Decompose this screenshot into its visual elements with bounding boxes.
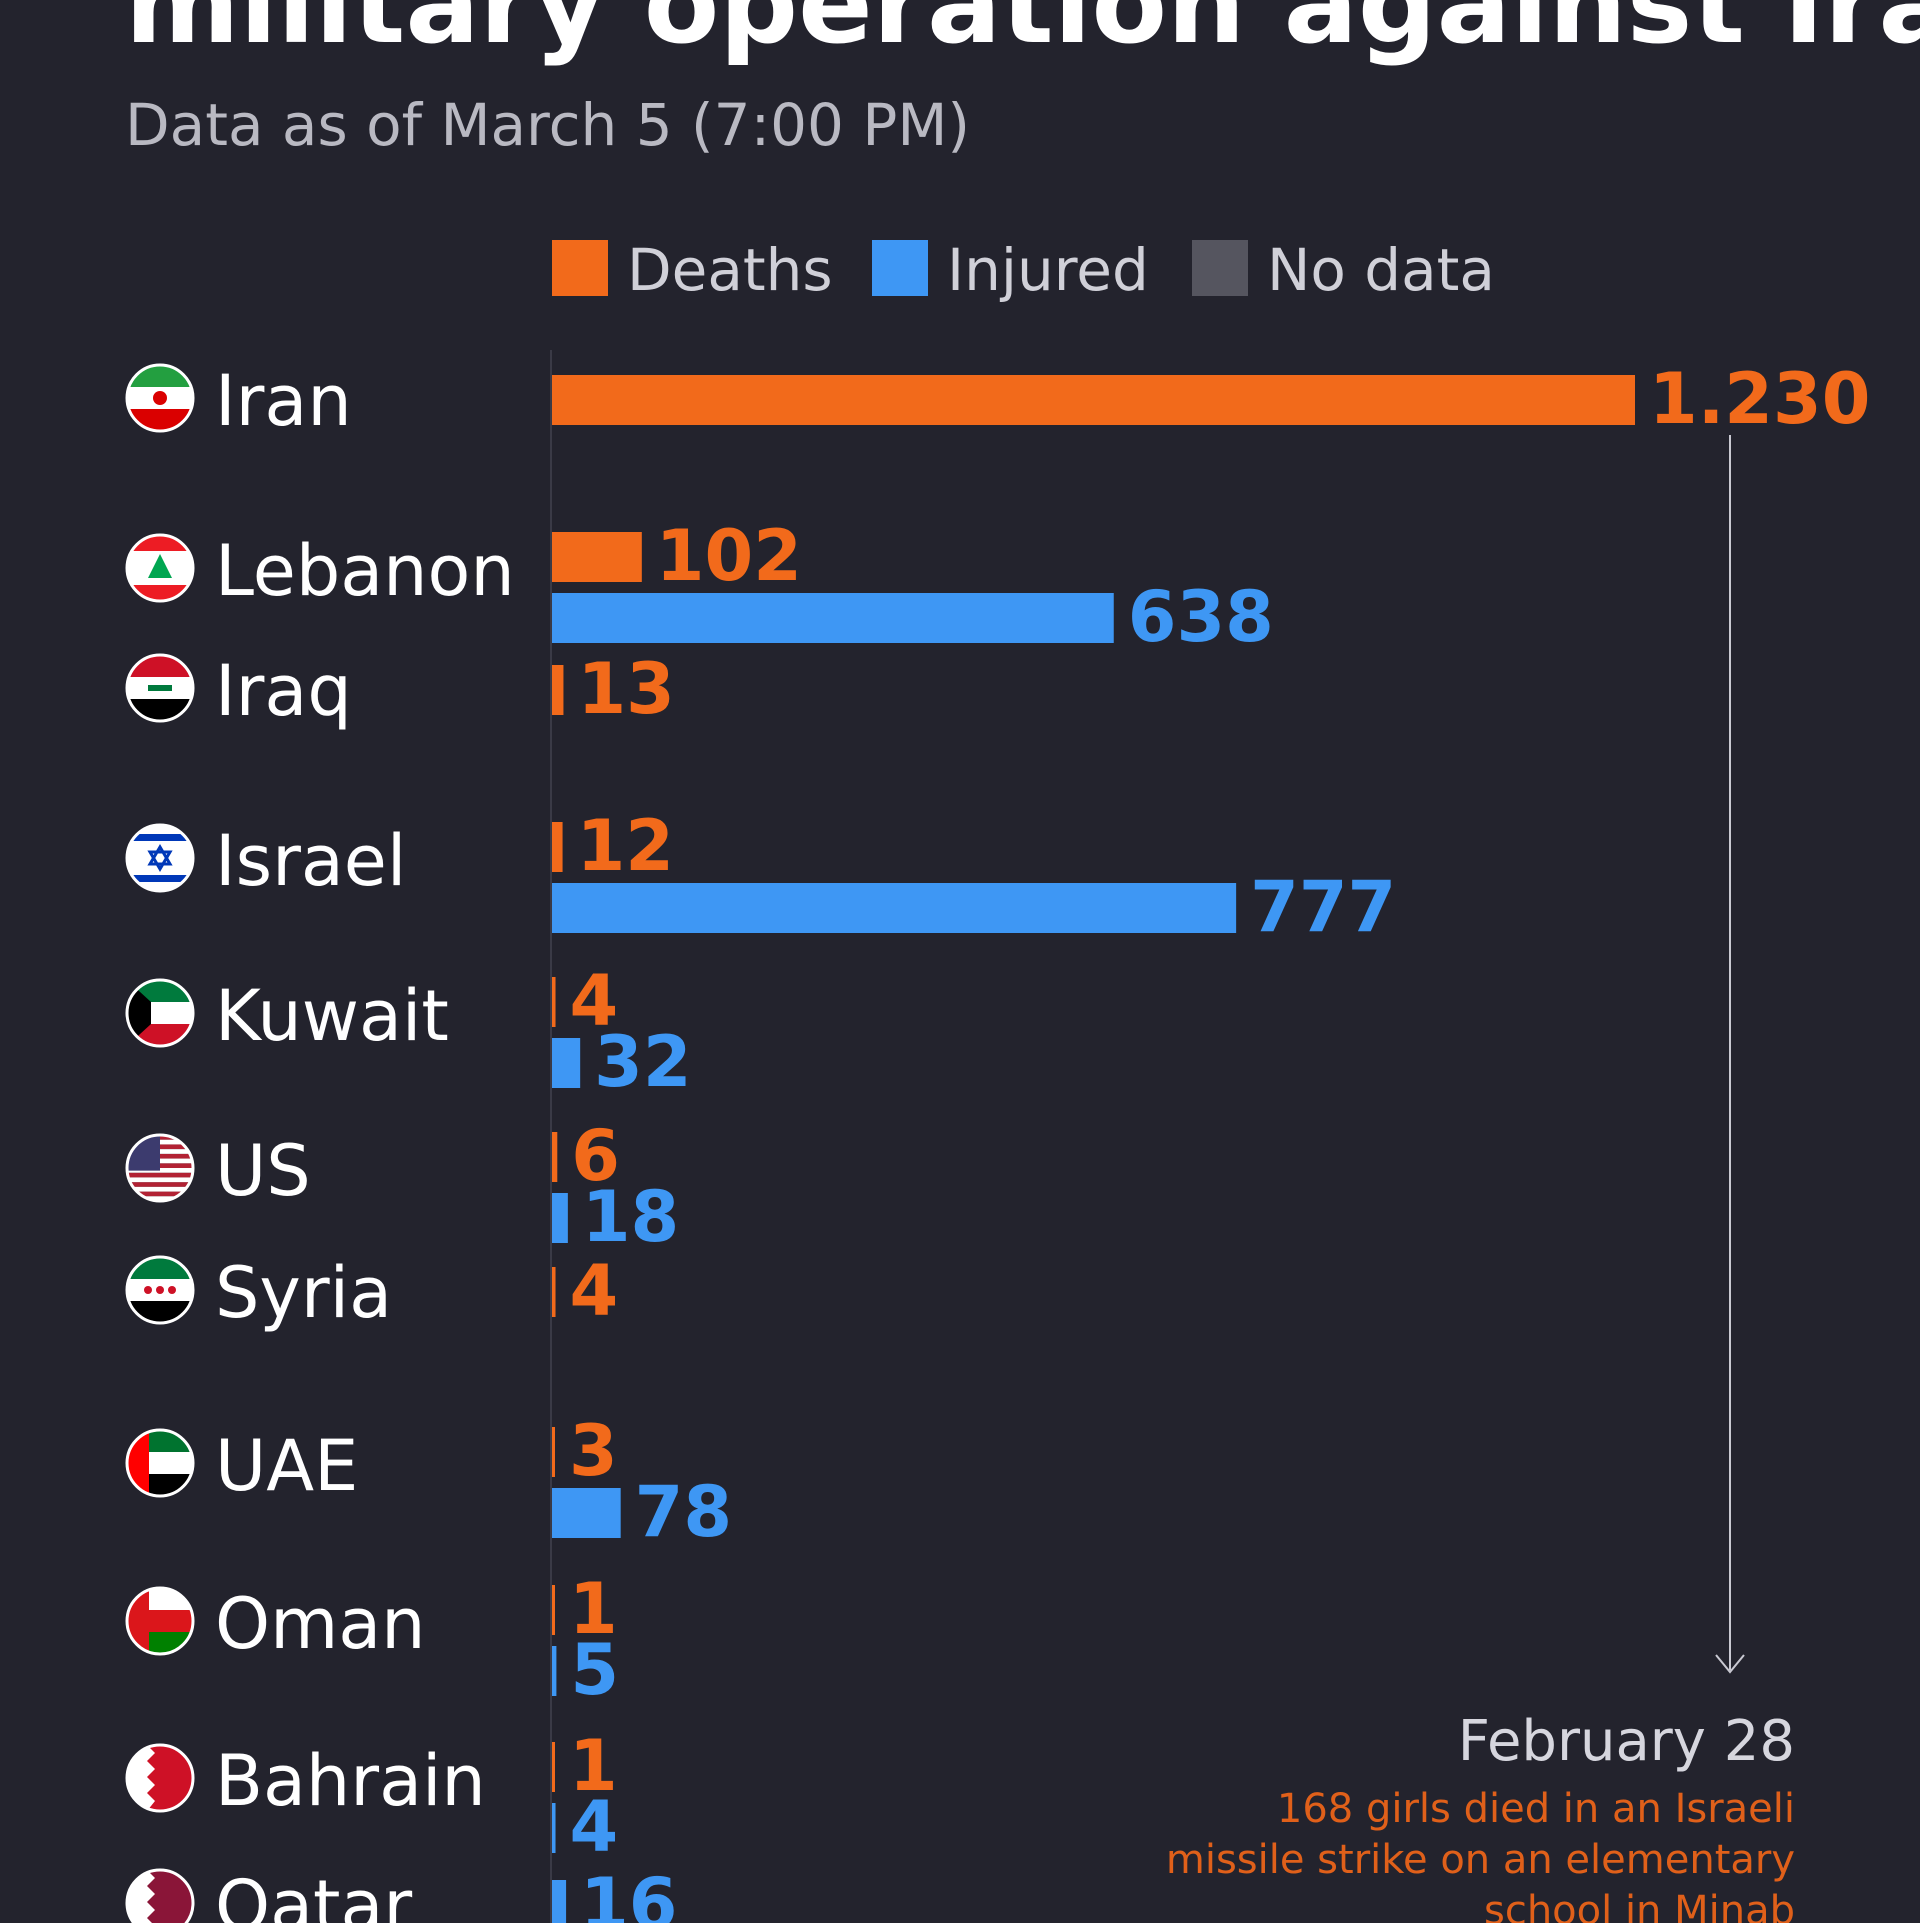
oman-flag-icon bbox=[125, 1586, 195, 1656]
country-label: Oman bbox=[215, 1583, 426, 1665]
iran-flag-icon bbox=[125, 363, 195, 433]
injured-value-label: 4 bbox=[570, 1786, 619, 1868]
country-label: Kuwait bbox=[215, 975, 449, 1057]
country-label: Iran bbox=[215, 360, 352, 442]
injured-value-label: 777 bbox=[1250, 866, 1396, 948]
injured-bar bbox=[552, 1803, 556, 1853]
country-label: Israel bbox=[215, 820, 406, 902]
annotation: February 28 168 girls died in an Israeli… bbox=[1166, 435, 1795, 1923]
row-iran: Iran 1.230 bbox=[125, 358, 1870, 442]
syria-flag-icon bbox=[125, 1255, 195, 1325]
deaths-bar bbox=[552, 1267, 556, 1317]
annotation-line-2: missile strike on an elementary bbox=[1166, 1837, 1795, 1883]
deaths-value-label: 13 bbox=[577, 648, 674, 730]
country-label: UAE bbox=[215, 1425, 358, 1507]
injured-value-label: 78 bbox=[635, 1471, 732, 1553]
deaths-value-label: 1 bbox=[569, 1568, 618, 1650]
row-israel: Israel 12 777 bbox=[125, 805, 1396, 948]
legend-deaths-label: Deaths bbox=[627, 236, 833, 304]
legend-injured-label: Injured bbox=[947, 236, 1149, 304]
deaths-bar bbox=[552, 1742, 555, 1792]
us-flag-icon bbox=[125, 1133, 195, 1203]
injured-value-label: 18 bbox=[582, 1176, 679, 1258]
deaths-value-label: 102 bbox=[656, 515, 802, 597]
kuwait-flag-icon bbox=[125, 978, 195, 1048]
iraq-flag-icon bbox=[125, 653, 195, 723]
legend: Deaths Injured No data bbox=[552, 236, 1495, 304]
deaths-value-label: 12 bbox=[577, 805, 674, 887]
row-us: US 618 bbox=[125, 1115, 679, 1258]
injured-value-label: 16 bbox=[580, 1863, 677, 1923]
injured-bar bbox=[552, 1646, 557, 1696]
injured-value-label: 32 bbox=[594, 1021, 691, 1103]
chart-title: military operation against Iran bbox=[125, 0, 1920, 68]
chart-subtitle: Data as of March 5 (7:00 PM) bbox=[125, 91, 970, 159]
row-bahrain: Bahrain 14 bbox=[125, 1725, 619, 1868]
row-syria: Syria 4 bbox=[125, 1250, 619, 1334]
deaths-bar bbox=[552, 1132, 558, 1182]
annotation-line-3: school in Minab bbox=[1484, 1888, 1795, 1923]
deaths-bar bbox=[552, 1427, 555, 1477]
injured-bar bbox=[552, 1038, 581, 1088]
deaths-bar bbox=[552, 1585, 555, 1635]
row-qatar: Qatar 16 bbox=[125, 1863, 678, 1923]
deaths-bar bbox=[552, 665, 564, 715]
deaths-value-label: 4 bbox=[570, 1250, 619, 1332]
deaths-value-label: 6 bbox=[571, 1115, 620, 1197]
deaths-value-label: 4 bbox=[570, 960, 619, 1042]
country-label: Iraq bbox=[215, 650, 352, 732]
country-label: Qatar bbox=[215, 1865, 412, 1923]
row-iraq: Iraq 13 bbox=[125, 648, 675, 732]
injured-bar bbox=[552, 1488, 621, 1538]
injured-bar bbox=[552, 1193, 568, 1243]
legend-injured-swatch bbox=[872, 240, 928, 296]
row-uae: UAE 378 bbox=[125, 1410, 732, 1553]
qatar-flag-icon bbox=[125, 1868, 195, 1923]
deaths-bar bbox=[552, 532, 642, 582]
lebanon-flag-icon bbox=[125, 533, 195, 603]
injured-value-label: 638 bbox=[1128, 576, 1274, 658]
annotation-line-1: 168 girls died in an Israeli bbox=[1277, 1786, 1795, 1832]
injured-bar bbox=[552, 593, 1114, 643]
country-label: US bbox=[215, 1130, 311, 1212]
row-oman: Oman 15 bbox=[125, 1568, 619, 1711]
country-label: Lebanon bbox=[215, 530, 515, 612]
arrow-down-icon bbox=[1715, 1654, 1745, 1674]
israel-flag-icon bbox=[125, 823, 195, 893]
injured-bar bbox=[552, 1880, 567, 1923]
country-label: Syria bbox=[215, 1252, 392, 1334]
country-label: Bahrain bbox=[215, 1740, 486, 1822]
deaths-bar bbox=[552, 375, 1635, 425]
annotation-date: February 28 bbox=[1458, 1709, 1795, 1774]
deaths-value-label: 1.230 bbox=[1649, 358, 1870, 440]
injured-bar bbox=[552, 883, 1237, 933]
deaths-value-label: 1 bbox=[569, 1725, 618, 1807]
uae-flag-icon bbox=[125, 1428, 195, 1498]
deaths-bar bbox=[552, 977, 556, 1027]
row-lebanon: Lebanon 102 638 bbox=[125, 515, 1274, 658]
row-kuwait: Kuwait 432 bbox=[125, 960, 692, 1103]
injured-value-label: 5 bbox=[570, 1629, 619, 1711]
legend-deaths-swatch bbox=[552, 240, 608, 296]
deaths-value-label: 3 bbox=[569, 1410, 618, 1492]
legend-no-data-label: No data bbox=[1267, 236, 1495, 304]
legend-no-data-swatch bbox=[1192, 240, 1248, 296]
deaths-bar bbox=[552, 822, 563, 872]
bahrain-flag-icon bbox=[125, 1743, 195, 1813]
